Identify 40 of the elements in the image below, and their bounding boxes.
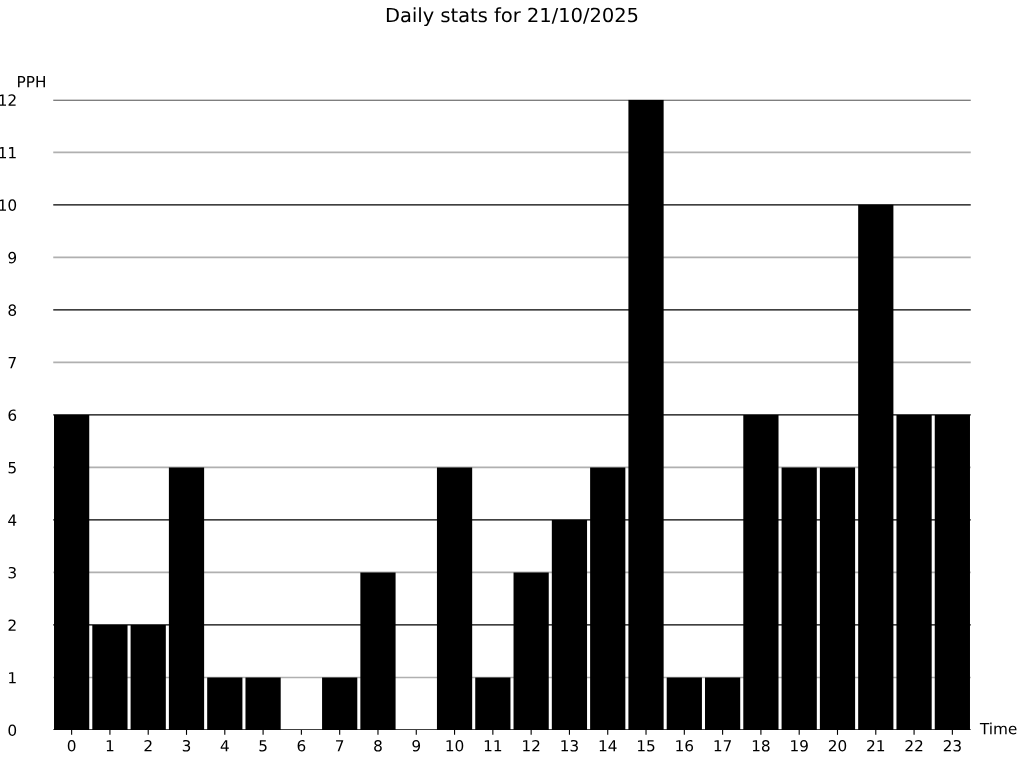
x-tick-label: 17 xyxy=(714,740,732,752)
y-tick-label: 10 xyxy=(0,199,17,211)
x-tick-label: 2 xyxy=(144,739,152,752)
y-tick-label: 8 xyxy=(8,304,17,316)
y-tick-label: 12 xyxy=(0,94,16,106)
x-tick-label: 7 xyxy=(336,740,344,752)
y-tick-label: 6 xyxy=(8,409,17,421)
x-tick-label: 11 xyxy=(484,740,502,752)
x-tick-label: 19 xyxy=(791,739,808,752)
y-tick-label: 9 xyxy=(8,251,17,264)
x-tick-label: 5 xyxy=(259,740,267,752)
y-axis-title: PPH xyxy=(18,76,45,88)
x-tick-label: 6 xyxy=(297,739,306,752)
x-tick-label: 3 xyxy=(182,739,191,752)
x-tick-label: 16 xyxy=(676,739,694,752)
x-tick-label: 18 xyxy=(752,739,770,752)
x-tick-label: 13 xyxy=(561,739,578,752)
x-tick-label: 0 xyxy=(67,739,76,752)
x-tick-label: 1 xyxy=(106,740,114,752)
y-tick-label: 1 xyxy=(9,672,16,684)
chart-title: Daily stats for 21/10/2025 xyxy=(386,7,638,27)
x-tick-label: 12 xyxy=(523,739,540,752)
x-tick-label: 10 xyxy=(446,739,464,752)
y-tick-label: 4 xyxy=(8,514,17,526)
x-axis-title: Time xyxy=(979,722,1017,735)
x-tick-label: 22 xyxy=(905,739,923,752)
y-tick-label: 7 xyxy=(8,357,16,369)
y-tick-label: 0 xyxy=(8,724,17,737)
x-tick-label: 9 xyxy=(412,739,421,752)
x-tick-label: 23 xyxy=(943,739,961,752)
x-tick-label: 8 xyxy=(374,739,382,752)
x-tick-label: 4 xyxy=(220,740,229,752)
y-tick-label: 2 xyxy=(8,619,16,631)
x-tick-label: 14 xyxy=(599,740,617,752)
y-tick-label: 11 xyxy=(0,147,16,159)
y-tick-label: 3 xyxy=(8,566,16,579)
x-tick-label: 20 xyxy=(828,739,847,752)
x-tick-label: 21 xyxy=(867,739,885,752)
x-tick-label: 15 xyxy=(637,740,655,752)
y-tick-label: 5 xyxy=(8,462,16,474)
